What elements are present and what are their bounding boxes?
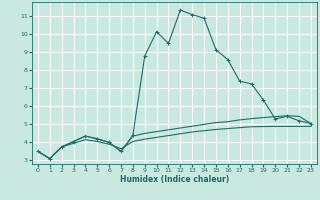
X-axis label: Humidex (Indice chaleur): Humidex (Indice chaleur): [120, 175, 229, 184]
